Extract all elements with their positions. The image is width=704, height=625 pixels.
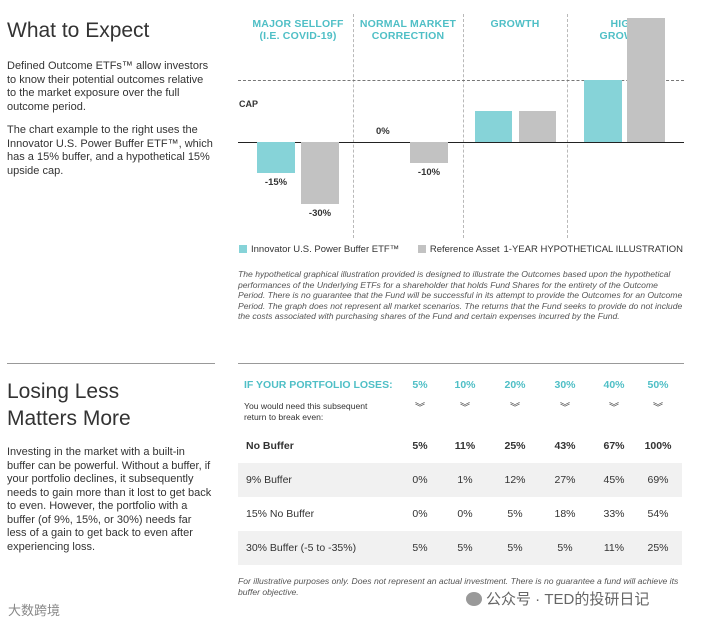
chart-disclaimer: The hypothetical graphical illustration … [238, 269, 683, 322]
table-subheader-line1: You would need this subsequent [244, 401, 368, 411]
bar-reference-growth [519, 110, 556, 142]
watermark-left: 大数跨境 [8, 603, 61, 618]
table-cell: 0% [457, 508, 473, 520]
table-cell: 11% [454, 440, 476, 452]
category-label-2-line2: CORRECTION [371, 30, 445, 42]
row-label: 30% Buffer (-5 to -35%) [246, 542, 357, 554]
section1-para1: Defined Outcome ETFs™ allow investors to… [7, 60, 209, 113]
chevron-double-down-icon: ︾ [510, 403, 520, 414]
table-subheader: You would need this subsequent return to… [244, 401, 367, 422]
table-cell: 5% [557, 542, 573, 554]
table-row: 15% No Buffer 0% 0% 5% 18% 33% 54% [238, 497, 682, 531]
table-cell: 25% [504, 440, 526, 452]
outcome-chart: MAJOR SELLOFF (I.E. COVID-19) NORMAL MAR… [238, 10, 684, 255]
table-cell: 67% [603, 440, 625, 452]
table-cell: 25% [647, 542, 669, 554]
section1-title: What to Expect [7, 19, 150, 42]
bar-label-reference-normal-correction: -10% [417, 166, 441, 178]
loss-col-30: 30% [554, 379, 576, 391]
table-row: 30% Buffer (-5 to -35%) 5% 5% 5% 5% 11% … [238, 531, 682, 565]
legend-swatch-etf [239, 245, 247, 253]
table-cell: 100% [644, 440, 672, 452]
table-cell: 5% [457, 542, 473, 554]
section-divider-right [238, 363, 684, 364]
row-label: 9% Buffer [246, 474, 292, 486]
loss-col-50: 50% [647, 379, 669, 391]
category-label-2: NORMAL MARKET CORRECTION [354, 18, 462, 42]
table-cell: 18% [554, 508, 576, 520]
chevron-double-down-icon: ︾ [560, 403, 570, 414]
bar-label-reference-major-selloff: -30% [308, 208, 332, 220]
section-divider-left [7, 363, 215, 364]
table-subheader-line2: return to break even: [244, 411, 324, 422]
table-cell: 27% [554, 474, 576, 486]
table-cell: 5% [412, 542, 428, 554]
bar-etf-major-selloff [257, 142, 295, 174]
bar-reference-normal-correction [410, 142, 448, 163]
row-label: 15% No Buffer [246, 508, 315, 520]
table-header: IF YOUR PORTFOLIO LOSES: [244, 379, 393, 391]
loss-col-40: 40% [603, 379, 625, 391]
table-cell: 5% [507, 542, 523, 554]
category-label-3-line1: GROWTH [490, 18, 540, 30]
category-label-3: GROWTH [464, 18, 566, 30]
table-cell: 5% [507, 508, 523, 520]
section2-para: Investing in the market with a built-in … [7, 446, 212, 553]
bar-etf-growth [475, 110, 512, 142]
illustration-label: 1-YEAR HYPOTHETICAL ILLUSTRATION [503, 244, 683, 255]
category-label-1-line1: MAJOR SELLOFF [252, 18, 344, 30]
table-cell: 11% [603, 542, 625, 554]
loss-col-20: 20% [504, 379, 526, 391]
section2-title-line1: Losing Less [7, 380, 120, 403]
table-cell: 12% [504, 474, 526, 486]
table-cell: 33% [603, 508, 625, 520]
column-divider [463, 14, 464, 238]
chevron-double-down-icon: ︾ [653, 403, 663, 414]
table-cell: 54% [647, 508, 669, 520]
bar-etf-high-growth [584, 79, 622, 142]
table-row: No Buffer 5% 11% 25% 43% 67% 100% [238, 429, 682, 463]
loss-col-10: 10% [454, 379, 476, 391]
table-cell: 0% [412, 474, 428, 486]
loss-col-5: 5% [412, 379, 428, 391]
chevron-double-down-icon: ︾ [609, 403, 619, 414]
legend-etf: Innovator U.S. Power Buffer ETF™ [251, 244, 400, 255]
wechat-icon [466, 592, 482, 606]
cap-label: CAP [239, 99, 259, 109]
table-cell: 5% [412, 440, 428, 452]
column-divider [567, 14, 568, 238]
section1-para2: The chart example to the right uses the … [7, 124, 213, 177]
table-cell: 1% [457, 474, 473, 486]
cap-line [238, 79, 684, 81]
watermark-right-text: 公众号 · TED的投研日记 [486, 591, 650, 608]
table-footnote: For illustrative purposes only. Does not… [238, 576, 679, 597]
zero-label: 0% [376, 126, 390, 137]
bar-label-etf-major-selloff: -15% [264, 177, 288, 189]
bar-reference-major-selloff [301, 142, 339, 205]
chevron-double-down-icon: ︾ [415, 403, 425, 414]
zero-axis [238, 142, 684, 143]
chevron-double-down-icon: ︾ [460, 403, 470, 414]
table-cell: 43% [554, 440, 576, 452]
table-row: 9% Buffer 0% 1% 12% 27% 45% 69% [238, 463, 682, 497]
bar-reference-high-growth [627, 17, 665, 142]
table-cell: 69% [647, 474, 669, 486]
chart-legend: Innovator U.S. Power Buffer ETF™ Referen… [239, 244, 685, 255]
legend-reference: Reference Asset [429, 244, 500, 255]
row-label: No Buffer [246, 440, 294, 452]
table-cell: 0% [412, 508, 428, 520]
category-label-1: MAJOR SELLOFF (I.E. COVID-19) [244, 18, 352, 42]
section2-title-line2: Matters More [7, 407, 131, 430]
legend-swatch-reference [417, 245, 426, 253]
table-cell: 45% [603, 474, 625, 486]
column-divider [353, 14, 354, 238]
category-label-2-line1: NORMAL MARKET [359, 18, 457, 30]
watermark-right: 公众号 · TED的投研日记 [466, 588, 649, 609]
category-label-1-line2: (I.E. COVID-19) [259, 30, 337, 42]
